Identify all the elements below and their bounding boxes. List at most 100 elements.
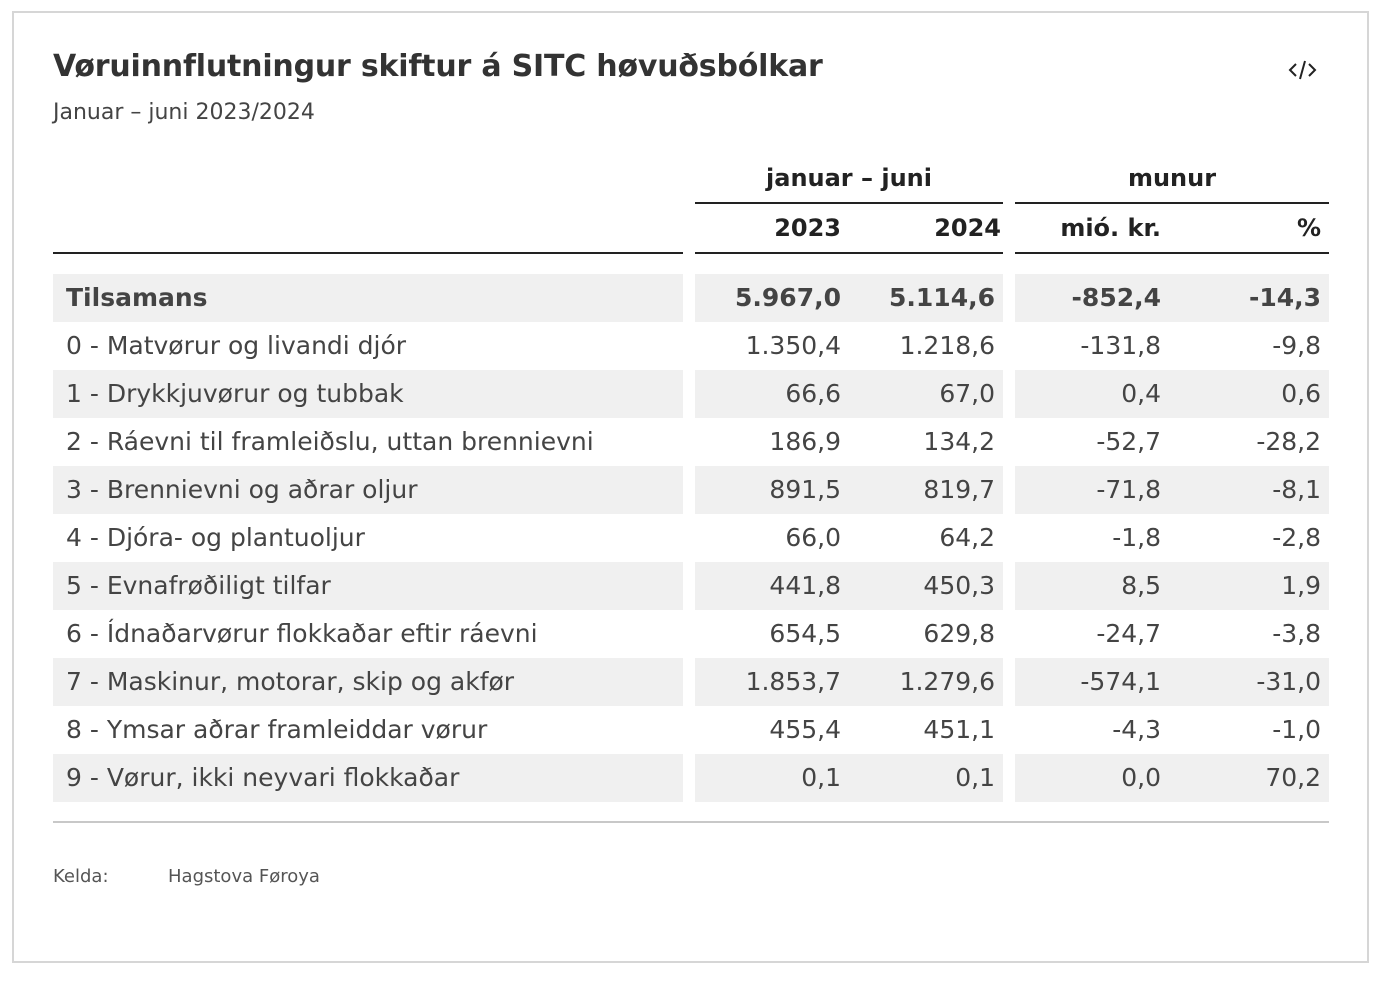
row-stripe [53,562,683,610]
row-label: 3 - Brennievni og aðrar oljur [66,475,418,504]
cell-mio-kr: -131,8 [1080,331,1161,360]
cell-2023: 66,0 [785,523,841,552]
cell-2023: 891,5 [769,475,841,504]
cell-2024: 450,3 [923,571,995,600]
cell-percent: 70,2 [1265,763,1321,792]
row-stripe [1015,370,1329,418]
header-rule-change [1015,252,1329,254]
row-stripe [1015,274,1329,322]
col-header-2024: 2024 [934,214,1001,242]
row-label: 0 - Matvørur og livandi djór [66,331,407,360]
row-stripe [1015,754,1329,802]
cell-mio-kr: -4,3 [1112,715,1161,744]
table-row: 4 - Djóra- og plantuoljur 66,0 64,2 -1,8 -2,… [0,514,1386,562]
row-stripe [53,754,683,802]
cell-percent: -2,8 [1272,523,1321,552]
cell-2024: 451,1 [923,715,995,744]
cell-2024: 1.218,6 [899,331,995,360]
row-stripe [1015,466,1329,514]
row-stripe [53,370,683,418]
cell-2023: 66,6 [785,379,841,408]
cell-mio-kr: -852,4 [1071,283,1161,312]
row-stripe [1015,562,1329,610]
cell-2023: 654,5 [769,619,841,648]
cell-2024: 0,1 [955,763,995,792]
row-label: 8 - Ymsar aðrar framleiddar vørur [66,715,488,744]
source-value: Hagstova Føroya [168,866,320,887]
row-label: 4 - Djóra- og plantuoljur [66,523,365,552]
cell-mio-kr: -1,8 [1112,523,1161,552]
row-label: 1 - Drykkjuvørur og tubbak [66,379,404,408]
row-label: 6 - Ídnaðarvørur flokkaðar eftir ráevni [66,619,538,648]
row-label: 7 - Maskinur, motorar, skip og akfør [66,667,515,696]
cell-mio-kr: -24,7 [1096,619,1161,648]
cell-percent: -28,2 [1256,427,1321,456]
cell-2023: 455,4 [769,715,841,744]
cell-2024: 1.279,6 [899,667,995,696]
table-row: 3 - Brennievni og aðrar oljur 891,5 819,7 -… [0,466,1386,514]
table-row: 6 - Ídnaðarvørur flokkaðar eftir ráevni 6… [0,610,1386,658]
cell-2023: 186,9 [769,427,841,456]
cell-2024: 134,2 [923,427,995,456]
row-label: 2 - Ráevni til framleiðslu, uttan brenni… [66,427,594,456]
row-stripe [695,274,1003,322]
cell-percent: -3,8 [1272,619,1321,648]
cell-mio-kr: -71,8 [1096,475,1161,504]
source-label: Kelda: [53,866,109,887]
cell-2024: 64,2 [939,523,995,552]
chart-title: Vøruinnflutningur skiftur á SITC høvuðsb… [53,49,823,84]
cell-2023: 1.350,4 [745,331,841,360]
table-row: 7 - Maskinur, motorar, skip og akfør 1.85… [0,658,1386,706]
cell-percent: -8,1 [1272,475,1321,504]
table-row: 8 - Ymsar aðrar framleiddar vørur 455,4 45… [0,706,1386,754]
cell-percent: -9,8 [1272,331,1321,360]
cell-2023: 0,1 [801,763,841,792]
cell-2023: 5.967,0 [735,283,841,312]
col-header-percent: % [1296,214,1321,242]
cell-mio-kr: -52,7 [1096,427,1161,456]
row-stripe [53,274,683,322]
cell-percent: -1,0 [1272,715,1321,744]
cell-2024: 67,0 [939,379,995,408]
header-rule-period [695,252,1003,254]
table-row-total: Tilsamans 5.967,0 5.114,6 -852,4 -14,3 [0,274,1386,322]
row-stripe [695,466,1003,514]
cell-2023: 1.853,7 [745,667,841,696]
cell-mio-kr: 8,5 [1121,571,1161,600]
table-row: 2 - Ráevni til framleiðslu, uttan brenni… [0,418,1386,466]
cell-mio-kr: -574,1 [1080,667,1161,696]
group-header-change: munur [1127,164,1217,192]
cell-2023: 441,8 [769,571,841,600]
row-stripe [695,754,1003,802]
col-header-2023: 2023 [774,214,841,242]
row-stripe [53,466,683,514]
row-stripe [1015,658,1329,706]
group-rule-period [695,202,1003,204]
chart-subtitle: Januar – juni 2023/2024 [53,100,315,125]
cell-percent: 0,6 [1281,379,1321,408]
table-row: 9 - Vørur, ikki neyvari flokkaðar 0,1 0,1 0… [0,754,1386,802]
table-bottom-rule [53,821,1329,823]
row-stripe [695,658,1003,706]
cell-percent: 1,9 [1281,571,1321,600]
group-header-period: januar – juni [766,164,932,192]
col-header-mio-kr: mió. kr. [1060,214,1161,242]
header-rule-label [53,252,683,254]
row-label: 5 - Evnafrøðiligt tilfar [66,571,331,600]
cell-percent: -31,0 [1256,667,1321,696]
table-row: 0 - Matvørur og livandi djór 1.350,4 1.218… [0,322,1386,370]
table-row: 5 - Evnafrøðiligt tilfar 441,8 450,3 8,5 1,9 [0,562,1386,610]
code-embed-icon[interactable] [1287,56,1319,84]
row-stripe [695,370,1003,418]
cell-percent: -14,3 [1248,283,1321,312]
table-row: 1 - Drykkjuvørur og tubbak 66,6 67,0 0,4 0,6 [0,370,1386,418]
group-rule-change [1015,202,1329,204]
cell-2024: 629,8 [923,619,995,648]
row-label: 9 - Vørur, ikki neyvari flokkaðar [66,763,460,792]
cell-mio-kr: 0,0 [1121,763,1161,792]
cell-mio-kr: 0,4 [1121,379,1161,408]
cell-2024: 5.114,6 [889,283,995,312]
cell-2024: 819,7 [923,475,995,504]
row-stripe [53,658,683,706]
row-label: Tilsamans [66,283,208,312]
